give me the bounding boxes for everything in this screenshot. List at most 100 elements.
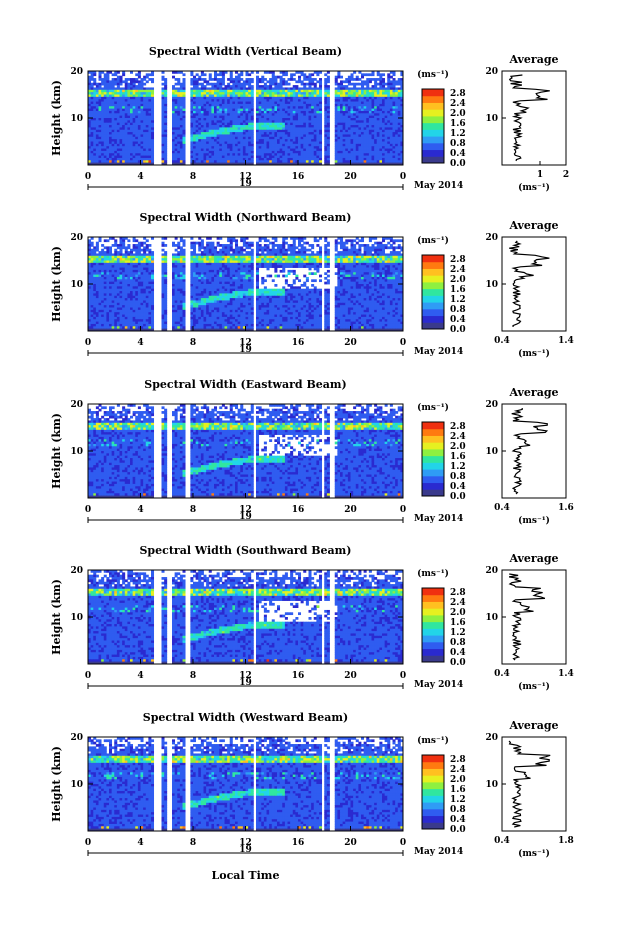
heatmap-cell [393,99,396,102]
heatmap-cell [104,106,107,109]
heatmap-cell [135,109,138,112]
heatmap-cell [327,104,330,107]
heatmap-cell [177,104,180,107]
heatmap-cell [198,95,201,98]
heatmap-cell [393,78,396,81]
heatmap-cell [372,92,375,95]
heatmap-cell [369,95,372,98]
heatmap-cell [190,99,193,102]
heatmap-cell [99,97,102,100]
heatmap-cell [382,87,385,90]
heatmap-cell [99,109,102,112]
heatmap-cell [272,92,275,95]
heatmap-cell [175,104,178,107]
heatmap-cell [130,80,133,83]
heatmap-cell [120,92,123,95]
heatmap-cell [364,99,367,102]
heatmap-cell [348,80,351,83]
heatmap-cell [240,106,243,109]
heatmap-cell [135,102,138,105]
heatmap-cell [96,111,99,114]
heatmap-cell [133,85,136,88]
heatmap-cell [319,85,322,88]
heatmap-cell [227,106,230,109]
heatmap-cell [327,99,330,102]
heatmap-cell [99,85,102,88]
heatmap-cell [306,92,309,95]
heatmap-cell [298,92,301,95]
heatmap-cell [324,78,327,81]
heatmap-cell [125,83,128,86]
heatmap-cell [280,102,283,105]
heatmap-cell [243,90,246,93]
heatmap-cell [198,78,201,81]
heatmap-cell [146,99,149,102]
heatmap-cell [143,90,146,93]
heatmap-cell [162,104,165,107]
heatmap-cell [133,111,136,114]
heatmap-cell [293,102,296,105]
heatmap-cell [369,80,372,83]
heatmap-cell [387,80,390,83]
heatmap-cell [267,104,270,107]
heatmap-cell [230,90,233,93]
heatmap-cell [204,73,207,76]
heatmap-cell [337,90,340,93]
heatmap-cell [235,109,238,112]
heatmap-cell [269,106,272,109]
heatmap-cell [366,102,369,105]
heatmap-cell [385,92,388,95]
heatmap-cell [219,99,222,102]
heatmap-cell [101,97,104,100]
heatmap-cell [112,85,115,88]
heatmap-cell [309,92,312,95]
heatmap-cell [99,78,102,81]
heatmap-cell [214,78,217,81]
heatmap-cell [248,78,251,81]
heatmap-cell [374,95,377,98]
heatmap-cell [340,109,343,112]
heatmap-cell [93,80,96,83]
heatmap-cell [293,73,296,76]
heatmap-cell [196,73,199,76]
heatmap-cell [293,104,296,107]
heatmap-cell [385,102,388,105]
heatmap-cell [164,80,167,83]
heatmap-cell [369,106,372,109]
heatmap-cell [246,90,249,93]
heatmap-cell [91,99,94,102]
heatmap-cell [379,92,382,95]
heatmap-cell [314,104,317,107]
heatmap-cell [201,95,204,98]
heatmap-cell [151,90,154,93]
heatmap-cell [274,109,277,112]
heatmap-cell [280,106,283,109]
heatmap-cell [353,106,356,109]
heatmap-cell [162,99,165,102]
heatmap-cell [175,97,178,100]
heatmap-cell [230,99,233,102]
heatmap-cell [230,95,233,98]
heatmap-cell [309,76,312,79]
heatmap-cell [288,99,291,102]
heatmap-cell [280,90,283,93]
heatmap-cell [99,83,102,86]
heatmap-cell [143,76,146,79]
heatmap-cell [120,104,123,107]
heatmap-cell [112,80,115,83]
heatmap-cell [337,76,340,79]
heatmap-cell [164,104,167,107]
heatmap-cell [280,92,283,95]
heatmap-cell [379,76,382,79]
heatmap-cell [345,109,348,112]
heatmap-cell [327,109,330,112]
heatmap-cell [369,102,372,105]
heatmap-cell [246,111,249,114]
heatmap-cell [379,83,382,86]
heatmap-cell [379,99,382,102]
heatmap-cell [361,73,364,76]
heatmap-cell [146,102,149,105]
heatmap-cell [351,92,354,95]
heatmap-cell [238,73,241,76]
heatmap-cell [217,85,220,88]
